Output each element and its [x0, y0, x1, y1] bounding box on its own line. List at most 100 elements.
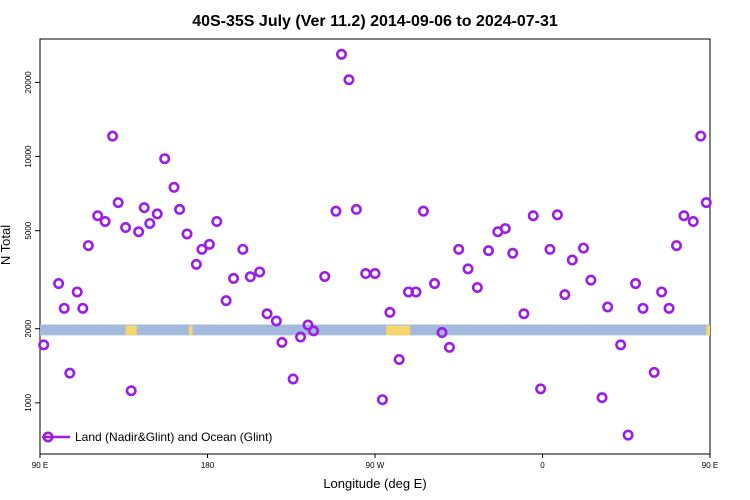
y-tick-label: 5000 [24, 221, 33, 239]
data-point [507, 247, 519, 259]
data-point [302, 319, 314, 331]
data-point [483, 245, 495, 257]
x-axis-label: Longitude (deg E) [323, 476, 426, 491]
data-point [38, 339, 50, 351]
data-point [295, 331, 307, 343]
data-point [181, 228, 193, 240]
plot-area: 1000 2000 5000 10000 20000 90 E 180 90 W 0 90 E [24, 38, 718, 470]
y-tick-label: 10000 [24, 145, 33, 168]
data-point [335, 48, 347, 60]
data-point [71, 286, 83, 298]
data-point [384, 306, 396, 318]
chart-title: 40S-35S July (Ver 11.2) 2014-09-06 to 20… [192, 13, 558, 30]
land-patch [706, 325, 710, 336]
data-point [551, 209, 563, 221]
data-point [369, 268, 381, 280]
data-point [559, 289, 571, 301]
x-tick-label: 90 E [32, 461, 48, 470]
data-point [99, 215, 111, 227]
data-point [499, 223, 511, 235]
data-point [211, 215, 223, 227]
y-axis-label: N Total [0, 225, 13, 265]
data-point [168, 181, 180, 193]
x-tick-label: 90 W [366, 461, 385, 470]
y-tick-label: 2000 [24, 319, 33, 337]
data-point [343, 74, 355, 86]
data-point [670, 240, 682, 252]
y-axis: 1000 2000 5000 10000 20000 [24, 71, 40, 412]
data-point [174, 203, 186, 215]
data-point [678, 210, 690, 222]
data-point [577, 242, 589, 254]
data-point [138, 202, 150, 214]
data-point [228, 272, 240, 284]
ocean-strip [40, 324, 710, 336]
data-point [429, 278, 441, 290]
data-point [261, 308, 273, 320]
data-point [544, 243, 556, 255]
data-point [237, 243, 249, 255]
data-point [77, 302, 89, 314]
data-point [276, 336, 288, 348]
data-point [637, 302, 649, 314]
land-patch [386, 325, 411, 336]
data-point [462, 263, 474, 275]
data-point [53, 278, 65, 290]
data-point [58, 302, 70, 314]
data-point [700, 197, 712, 209]
y-tick-label: 1000 [24, 393, 33, 411]
data-point [125, 385, 137, 397]
data-point [663, 302, 675, 314]
data-point [190, 258, 202, 270]
data-point [376, 394, 388, 406]
data-point [107, 130, 119, 142]
data-point [656, 286, 668, 298]
data-point [159, 153, 171, 165]
data-point [622, 429, 634, 441]
data-point [112, 197, 124, 209]
data-point [360, 268, 372, 280]
data-point [196, 243, 208, 255]
data-point [220, 295, 232, 307]
land-ocean-strip [40, 324, 710, 336]
data-point [695, 130, 707, 142]
data-point [151, 208, 163, 220]
y-tick-label: 20000 [24, 71, 33, 94]
data-point [648, 366, 660, 378]
land-patch [188, 325, 193, 336]
data-point [615, 339, 627, 351]
plot-frame [39, 38, 711, 455]
legend-marker [42, 431, 54, 443]
data-point [602, 301, 614, 313]
data-point [82, 240, 94, 252]
data-point [144, 217, 156, 229]
x-axis: 90 E 180 90 W 0 90 E [32, 454, 718, 470]
data-point [687, 215, 699, 227]
data-point [133, 226, 145, 238]
data-point [410, 286, 422, 298]
data-point [535, 383, 547, 395]
data-point [244, 271, 256, 283]
data-point [308, 325, 320, 337]
data-points [38, 48, 712, 441]
legend-label: Land (Nadir&Glint) and Ocean (Glint) [75, 430, 272, 444]
data-point [330, 205, 342, 217]
x-tick-label: 90 E [702, 461, 718, 470]
data-point [566, 254, 578, 266]
data-point [443, 341, 455, 353]
land-patch [125, 325, 137, 336]
data-point [453, 243, 465, 255]
data-point [203, 238, 215, 250]
data-point [596, 392, 608, 404]
data-point [527, 210, 539, 222]
data-point [92, 210, 104, 222]
data-point [64, 367, 76, 379]
data-point [270, 315, 282, 327]
data-point [630, 278, 642, 290]
data-point [287, 373, 299, 385]
x-tick-label: 180 [201, 461, 215, 470]
data-point [393, 353, 405, 365]
data-point [120, 222, 132, 234]
legend: Land (Nadir&Glint) and Ocean (Glint) [42, 430, 272, 444]
